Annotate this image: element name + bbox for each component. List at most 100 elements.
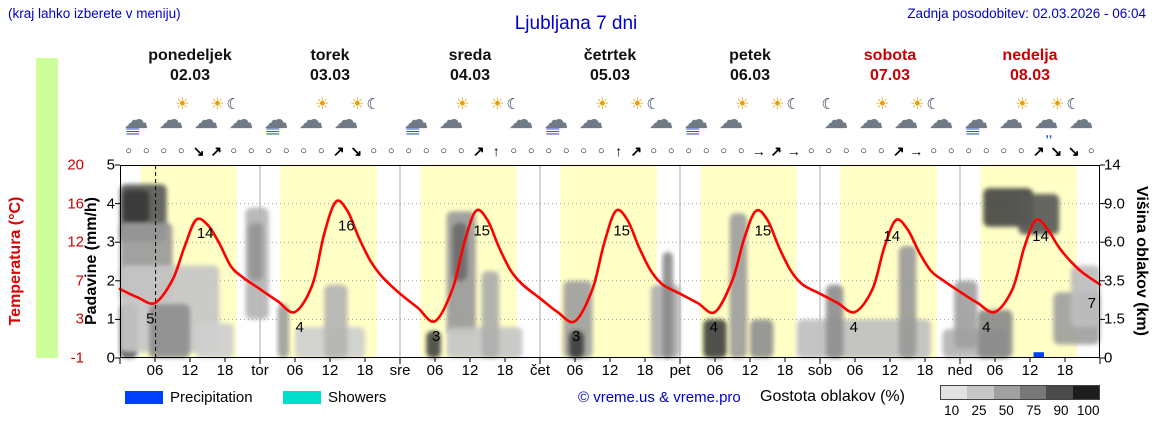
temp-extreme-label: 4 — [710, 319, 718, 336]
x-hour-label: 18 — [356, 362, 374, 379]
sun-icon: ☀ — [1050, 96, 1065, 113]
cloud-icon: ☁ — [263, 106, 289, 134]
cloud-blob — [277, 303, 290, 358]
wind-calm-icon: ○ — [597, 145, 605, 157]
day-header-row: ponedeljek 02.03 torek 03.03 sreda 04.03 četrt… — [120, 46, 1100, 86]
x-day-label: sre — [389, 362, 411, 379]
day-icons: ☾ ☁ ☀ ☁ ☀ ☁ ☾ ☁ — [820, 92, 960, 136]
wind-arrow-icon: ↗ — [1032, 142, 1045, 159]
wind-arrow-icon: ↗ — [892, 142, 905, 159]
weather-icon-fog-cloud: ≡ ☁ — [121, 96, 155, 139]
axis-tick-label: 7 — [75, 272, 84, 290]
wind-arrow-icon: ↑ — [492, 143, 500, 159]
copyright-link[interactable]: © vreme.us & vreme.pro — [578, 389, 741, 406]
temperature-axis-label: Temperatura (°C) — [7, 196, 24, 326]
x-day-label: ned — [947, 362, 973, 379]
day-date: 06.03 — [729, 67, 771, 84]
cloud-icon: ☁ — [298, 106, 324, 134]
x-hour-label: 06 — [846, 362, 864, 379]
precipitation-axis-ticks: 5 4 3 2 1 0 — [99, 157, 115, 367]
temp-extreme-label: 14 — [1032, 228, 1049, 245]
x-hour-label: 12 — [1021, 362, 1039, 379]
weather-icon-fog-cloud: ≡ ☁ — [401, 96, 435, 139]
temp-extreme-label: 3 — [432, 328, 440, 345]
cloud-density-gradient-bar — [940, 385, 1100, 400]
density-tick-label: 90 — [1053, 403, 1069, 418]
cloud-icon: ☁ — [858, 106, 884, 134]
wind-calm-icon: ○ — [422, 145, 430, 157]
density-tick-label: 50 — [998, 403, 1014, 418]
temperature-scale-strip — [36, 58, 58, 358]
weather-icon-sun-cloud: ☀ ☁ — [576, 96, 610, 136]
axis-tick-label: 0 — [106, 349, 115, 367]
x-hour-label: 06 — [706, 362, 724, 379]
day-icons: ≡ ☁ ☁ ☀ ☀ ☁ ☾ ☁ — [120, 92, 260, 139]
cloud-blob — [324, 284, 348, 358]
fog-icon: ≡ — [264, 123, 281, 139]
cloud-blob — [898, 246, 917, 358]
x-hour-label: 18 — [216, 362, 234, 379]
day-date: 03.03 — [309, 67, 351, 84]
weather-icon-moon-cloud: ☾ ☁ — [226, 96, 260, 136]
temp-extreme-label: 14 — [883, 228, 900, 245]
wind-calm-icon: ○ — [737, 145, 745, 157]
weather-icon-sun: ☀ — [471, 96, 504, 136]
wind-calm-icon: ○ — [177, 145, 185, 157]
wind-arrow-icon: → — [786, 143, 801, 159]
cloud-icon: ☁ — [683, 106, 709, 134]
fog-icon: ≡ — [404, 123, 421, 139]
wind-calm-icon: ○ — [720, 145, 728, 157]
fog-icon: ≡ — [684, 123, 701, 139]
axis-tick-label: 0 — [1104, 349, 1113, 367]
wind-arrow-icon: ↘ — [1067, 142, 1080, 159]
day-header: petek 06.03 — [680, 46, 820, 86]
day-header: nedelja 08.03 — [960, 46, 1100, 86]
wind-calm-icon: ○ — [300, 145, 308, 157]
weather-icon-moon-cloud: ☾ ☁ — [506, 96, 540, 136]
weather-icon-moon-cloud: ☾ ☁ — [1066, 96, 1100, 136]
day-icons: ≡ ☁ ☀ ☁ ☀ ☾ ☁ — [400, 92, 540, 139]
day-header: sobota 07.03 — [820, 46, 960, 86]
x-hour-label: 12 — [601, 362, 619, 379]
x-hour-label: 18 — [916, 362, 934, 379]
sun-icon: ☀ — [875, 96, 890, 113]
x-hour-label: 06 — [146, 362, 164, 379]
weather-icon-sun-cloud: ☀ ☁ — [996, 96, 1030, 136]
cloud-icon: ☁ — [228, 106, 254, 134]
weather-icon-fog-cloud: ≡ ☁ — [261, 96, 295, 139]
temp-extreme-label: 4 — [982, 319, 990, 336]
wind-calm-icon: ○ — [965, 145, 973, 157]
wind-calm-icon: ○ — [1017, 145, 1025, 157]
day-header: ponedeljek 02.03 — [120, 46, 260, 86]
density-tick-label: 10 — [944, 403, 960, 418]
x-hour-label: 06 — [426, 362, 444, 379]
temp-extreme-label: 16 — [338, 218, 355, 235]
cloud-icon: ☁ — [823, 106, 849, 134]
axis-tick-label: 3 — [75, 310, 84, 328]
wind-calm-icon: ○ — [370, 145, 378, 157]
wind-calm-icon: ○ — [562, 145, 570, 157]
wind-arrow-icon: → — [909, 143, 924, 159]
precipitation-legend-swatch — [125, 391, 163, 404]
wind-symbol-row: ○ ○ ○ ○ ↘ ↗ ○ ○ ○ ○ ○ ○ ↗ ↘ ○ ○ ○ ○ ○ ○ ↗ ↑ ○ ○ ○ ○ ○ ○ ↑ ↗ ○ ○ ○ ○ ○ ○ → ↗ → ○… — [120, 140, 1100, 162]
wind-calm-icon: ○ — [457, 145, 465, 157]
weather-icon-row: ≡ ☁ ☁ ☀ ☀ ☁ ☾ ☁ ≡ ☁ ☀ ☁ ☀ ☁ ☾ ≡ ☁ ☀ ☁ ☀ ☾ ☁ ≡ ☁ ☀ ☁ ☀ ☾ ☁ ≡ ☁ ☀ ☁ ☀ ☾ ☾ ☁ ☀ ☁ ☀… — [120, 92, 1100, 140]
cloud-density-legend-label: Gostota oblakov (%) — [760, 388, 905, 405]
cloud-blob — [703, 319, 727, 358]
x-hour-label: 06 — [286, 362, 304, 379]
wind-calm-icon: ○ — [247, 145, 255, 157]
fog-icon: ≡ — [964, 123, 981, 139]
temperature-curve — [118, 199, 1102, 324]
fog-icon: ≡ — [544, 123, 561, 139]
day-icons: ≡ ☁ ☀ ☁ ☀ ☾ — [680, 92, 820, 139]
day-name: petek — [729, 47, 771, 64]
wind-calm-icon: ○ — [685, 145, 693, 157]
wind-arrow-icon: ↘ — [350, 142, 363, 159]
wind-calm-icon: ○ — [282, 145, 290, 157]
density-tick-label: 100 — [1077, 403, 1100, 418]
day-icons: ≡ ☁ ☀ ☁ ☀ ☁ ☾ — [260, 92, 400, 139]
cloud-blob — [569, 330, 584, 358]
x-hour-label: 12 — [741, 362, 759, 379]
day-date: 02.03 — [169, 67, 211, 84]
